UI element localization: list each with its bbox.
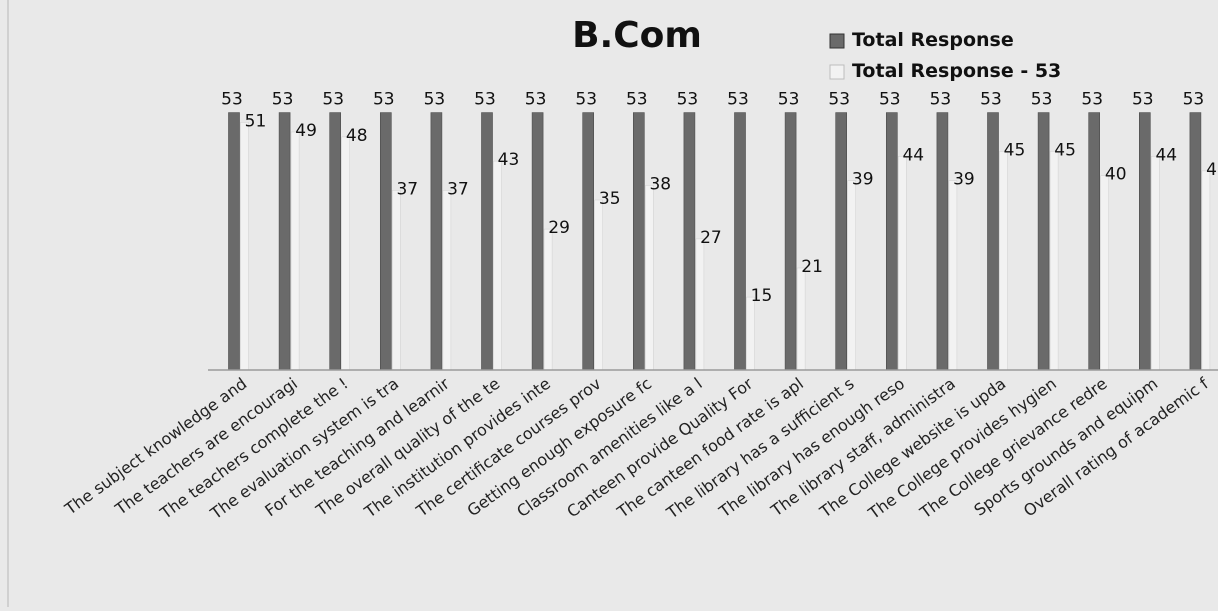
- data-label-total-response: 53: [1031, 90, 1053, 110]
- bar-total-response: [784, 112, 797, 371]
- data-label-total-response-53: 40: [1105, 165, 1127, 185]
- bar-total-response: [885, 112, 898, 371]
- bar-total-response: [329, 112, 342, 371]
- data-label-total-response: 53: [373, 90, 395, 110]
- bar-total-response-53: [1151, 156, 1160, 371]
- legend-swatch: [829, 33, 845, 49]
- bar-total-response: [936, 112, 949, 371]
- bar-total-response-53: [847, 180, 856, 371]
- legend-label: Total Response - 53: [852, 60, 1061, 82]
- data-label-total-response-53: 45: [1054, 140, 1076, 160]
- bar-total-response: [683, 112, 696, 371]
- data-label-total-response-53: 29: [548, 218, 570, 238]
- data-labels: 5351534953485337533753435329533553385327…: [221, 90, 1218, 307]
- data-label-total-response-53: 48: [346, 126, 368, 146]
- data-label-total-response-53: 51: [245, 111, 267, 131]
- bar-total-response-53: [796, 267, 806, 371]
- data-label-total-response: 53: [727, 90, 749, 110]
- data-label-total-response: 53: [575, 90, 597, 110]
- bar-total-response-53: [695, 238, 705, 371]
- data-label-total-response: 53: [272, 90, 294, 110]
- data-label-total-response-53: 39: [953, 170, 975, 190]
- data-label-total-response: 53: [778, 90, 800, 110]
- data-label-total-response-53: 37: [447, 179, 469, 199]
- bar-total-response: [379, 112, 392, 371]
- data-label-total-response: 53: [1081, 90, 1103, 110]
- bar-total-response-53: [341, 136, 350, 371]
- data-label-total-response: 53: [677, 90, 699, 110]
- data-label-total-response: 53: [322, 90, 344, 110]
- bar-total-response: [632, 112, 645, 371]
- data-label-total-response: 53: [930, 90, 952, 110]
- bar-total-response-53: [392, 190, 401, 371]
- data-label-total-response-53: 35: [599, 189, 621, 209]
- data-label-total-response-53: 15: [751, 286, 773, 306]
- legend: Total Response Total Response - 53: [829, 29, 1061, 82]
- data-label-total-response-53: 27: [700, 228, 722, 248]
- data-label-total-response-53: 45: [1004, 140, 1026, 160]
- data-label-total-response: 53: [474, 90, 496, 110]
- data-label-total-response: 53: [828, 90, 850, 110]
- bar-total-response: [1189, 112, 1202, 371]
- data-label-total-response-53: 39: [852, 170, 874, 190]
- bar-total-response: [1139, 112, 1151, 371]
- data-label-total-response-53: 44: [1155, 145, 1177, 165]
- data-label-total-response: 53: [980, 90, 1002, 110]
- legend-swatch: [829, 64, 845, 80]
- data-label-total-response: 53: [879, 90, 901, 110]
- bar-total-response-53: [1049, 151, 1059, 371]
- bar-total-response-53: [898, 156, 907, 371]
- bar-total-response: [531, 112, 544, 371]
- bar-total-response-53: [543, 228, 553, 371]
- bar-total-response-53: [746, 296, 755, 371]
- bar-total-response-53: [442, 190, 452, 371]
- bar-total-response-53: [999, 151, 1008, 371]
- data-label-total-response: 53: [1132, 90, 1154, 110]
- data-label-total-response: 53: [1183, 90, 1205, 110]
- chart-title: B.Com: [572, 15, 702, 56]
- data-label-total-response: 53: [424, 90, 446, 110]
- bar-total-response: [1088, 112, 1100, 371]
- data-label-total-response: 53: [525, 90, 547, 110]
- data-label-total-response-53: 38: [649, 174, 671, 194]
- bar-group: [228, 112, 1211, 371]
- legend-label: Total Response: [852, 29, 1014, 51]
- bar-total-response: [835, 112, 848, 371]
- bar-total-response-53: [948, 180, 958, 371]
- bar-total-response: [430, 112, 443, 371]
- bar-total-response: [481, 112, 493, 371]
- data-label-total-response: 53: [221, 90, 243, 110]
- bar-total-response: [1037, 112, 1050, 371]
- data-label-total-response-53: 49: [295, 121, 317, 141]
- bar-total-response-53: [240, 122, 249, 371]
- bar-total-response: [278, 112, 291, 371]
- bar-total-response: [582, 112, 595, 371]
- bar-total-response-53: [594, 199, 603, 371]
- bar-total-response-53: [1201, 170, 1211, 371]
- bar-total-response-53: [1100, 175, 1109, 371]
- data-label-total-response-53: 44: [902, 145, 924, 165]
- bar-total-response: [734, 112, 746, 371]
- data-label-total-response-53: 37: [396, 179, 418, 199]
- bar-total-response-53: [493, 160, 502, 371]
- bar-total-response-53: [290, 131, 300, 371]
- data-label-total-response-53: 43: [498, 150, 520, 170]
- bar-total-response: [228, 112, 240, 371]
- bar-total-response-53: [645, 185, 654, 371]
- data-label-total-response-53: 41: [1206, 160, 1218, 180]
- bar-total-response: [987, 112, 999, 371]
- data-label-total-response-53: 21: [801, 257, 823, 277]
- data-label-total-response: 53: [626, 90, 648, 110]
